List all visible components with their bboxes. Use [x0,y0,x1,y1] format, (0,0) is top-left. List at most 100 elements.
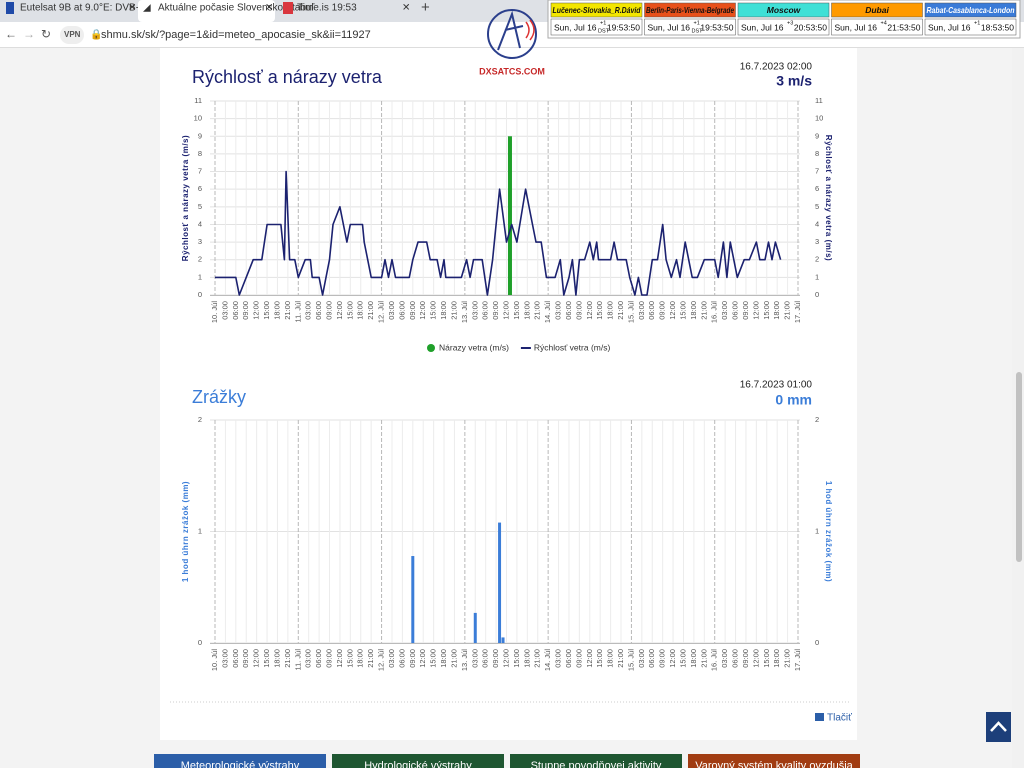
tab-close[interactable]: ✕ [402,3,410,14]
x-tick-label: 06:00 [481,649,490,668]
logo-circle [487,9,537,59]
x-tick-label: 03:00 [304,301,313,320]
reload-button[interactable]: ↻ [41,27,51,41]
x-tick-label: 13. Júl [460,301,469,323]
y2-tick-label: 5 [815,202,819,211]
clock-value-box [644,18,736,36]
vpn-badge[interactable] [60,26,84,44]
clock-date: Sun, Jul 16 [741,22,784,32]
logo: DXSATCS.COM [479,9,545,76]
clock-date: Sun, Jul 16 [554,22,597,32]
reading-value: 3 m/s [776,73,812,89]
footer-button[interactable] [688,754,860,768]
logo-waves [525,19,535,41]
y2-tick-label: 7 [815,167,819,176]
x-tick-label: 21:00 [616,649,625,668]
footer-button-label[interactable]: Stupne povodňovej aktivity [531,760,662,768]
y-tick-label: 0 [198,290,202,299]
scroll-top-arrow [990,721,1007,732]
y-tick-label: 7 [198,167,202,176]
legend-item[interactable]: Nárazy vetra (m/s) [427,342,509,352]
x-tick-label: 12:00 [335,649,344,668]
x-tick-label: 16. Júl [710,649,719,671]
x-tick-label: 12:00 [252,649,261,668]
print-label[interactable]: Tlačiť [827,713,852,724]
y-tick-label: 8 [198,149,202,158]
footer-button-label[interactable]: Meteorologické výstrahy [181,760,300,768]
tab-close[interactable]: ✕ [128,3,136,14]
new-tab-button[interactable]: + [421,0,430,16]
x-tick-label: 03:00 [554,301,563,320]
x-tick-label: 03:00 [304,649,313,668]
x-tick-label: 06:00 [731,301,740,320]
x-tick-label: 18:00 [689,301,698,320]
print-link[interactable]: Tlačiť [815,713,852,724]
y2-tick-label: 2 [815,415,819,424]
y-tick-label: 1 [198,526,202,535]
tab[interactable]: Time.is 19:53 ✕ [283,2,410,14]
x-tick-label: 15:00 [262,301,271,320]
footer-button-label[interactable]: Varovný systém kvality ovzdušia [695,760,853,768]
tab-close[interactable]: ✕ [265,3,273,14]
x-tick-label: 21:00 [449,649,458,668]
x-tick-label: 12:00 [335,301,344,320]
x-tick-label: 11. Júl [293,301,302,323]
x-tick-label: 21:00 [449,301,458,320]
tab-icon [6,2,14,14]
x-tick-label: 14. Júl [543,301,552,323]
scrollbar-thumb[interactable] [1016,372,1022,562]
x-tick-label: 18:00 [772,301,781,320]
clock-date: Sun, Jul 16 [928,22,971,32]
x-tick-label: 15:00 [429,649,438,668]
x-tick-label: 18:00 [606,649,615,668]
y2-tick-label: 9 [815,131,819,140]
x-tick-label: 15:00 [595,301,604,320]
forward-button[interactable]: → [23,27,35,41]
y-tick-label: 10 [194,114,202,123]
x-tick-label: 21:00 [533,649,542,668]
tab[interactable]: ◢ Aktuálne počasie Slovensko - tabuľ ✕ [138,0,315,22]
legend-item[interactable]: Rýchlosť vetra (m/s) [520,342,611,352]
clock-time: 18:53:50 [981,22,1014,32]
address-bar[interactable]: shmu.sk/sk/?page=1&id=meteo_apocasie_sk&… [101,29,371,41]
x-tick-label: 06:00 [564,301,573,320]
back-button[interactable]: ← [5,27,17,41]
y-tick-label: 0 [198,638,202,647]
x-tick-label: 12. Júl [377,649,386,671]
x-tick-label: 18:00 [356,301,365,320]
x-tick-label: 06:00 [231,649,240,668]
clock-date: Sun, Jul 16 [835,22,878,32]
x-tick-label: 15:00 [678,649,687,668]
y-tick-label: 3 [198,237,202,246]
footer-button[interactable] [510,754,682,768]
footer-button-label[interactable]: Hydrologické výstrahy [364,760,472,768]
reading-value: 0 mm [775,392,812,408]
x-tick-label: 18:00 [522,301,531,320]
lock-icon: 🔒 [90,29,102,41]
footer-button[interactable] [154,754,326,768]
x-tick-label: 14. Júl [543,649,552,671]
x-tick-label: 21:00 [366,301,375,320]
x-tick-label: 13. Júl [460,649,469,671]
x-tick-label: 06:00 [231,301,240,320]
tab[interactable]: Eutelsat 9B at 9.0°E: DVB-S2-MIS M ✕ [6,2,184,14]
x-tick-label: 06:00 [564,649,573,668]
x-tick-label: 21:00 [783,301,792,320]
x-tick-label: 15. Júl [626,301,635,323]
tab-title: Time.is 19:53 [297,3,357,14]
x-tick-label: 15:00 [429,301,438,320]
x-tick-label: 18:00 [439,301,448,320]
scroll-top-button[interactable] [986,712,1011,742]
footer-buttons: Meteorologické výstrahy Hydrologické výst… [154,754,860,768]
reading-time: 16.7.2023 02:00 [740,62,813,73]
legend-label: Rýchlosť vetra (m/s) [534,342,611,352]
clock-offset: +1 [974,20,980,26]
clock-time: 19:53:50 [700,22,733,32]
x-tick-label: 12:00 [668,649,677,668]
footer-button[interactable] [332,754,504,768]
y2-tick-label: 4 [815,219,819,228]
y2-tick-label: 2 [815,255,819,264]
x-tick-label: 03:00 [470,649,479,668]
tab-icon [283,2,293,14]
